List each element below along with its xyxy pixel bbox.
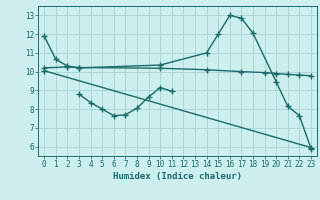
X-axis label: Humidex (Indice chaleur): Humidex (Indice chaleur) [113,172,242,181]
